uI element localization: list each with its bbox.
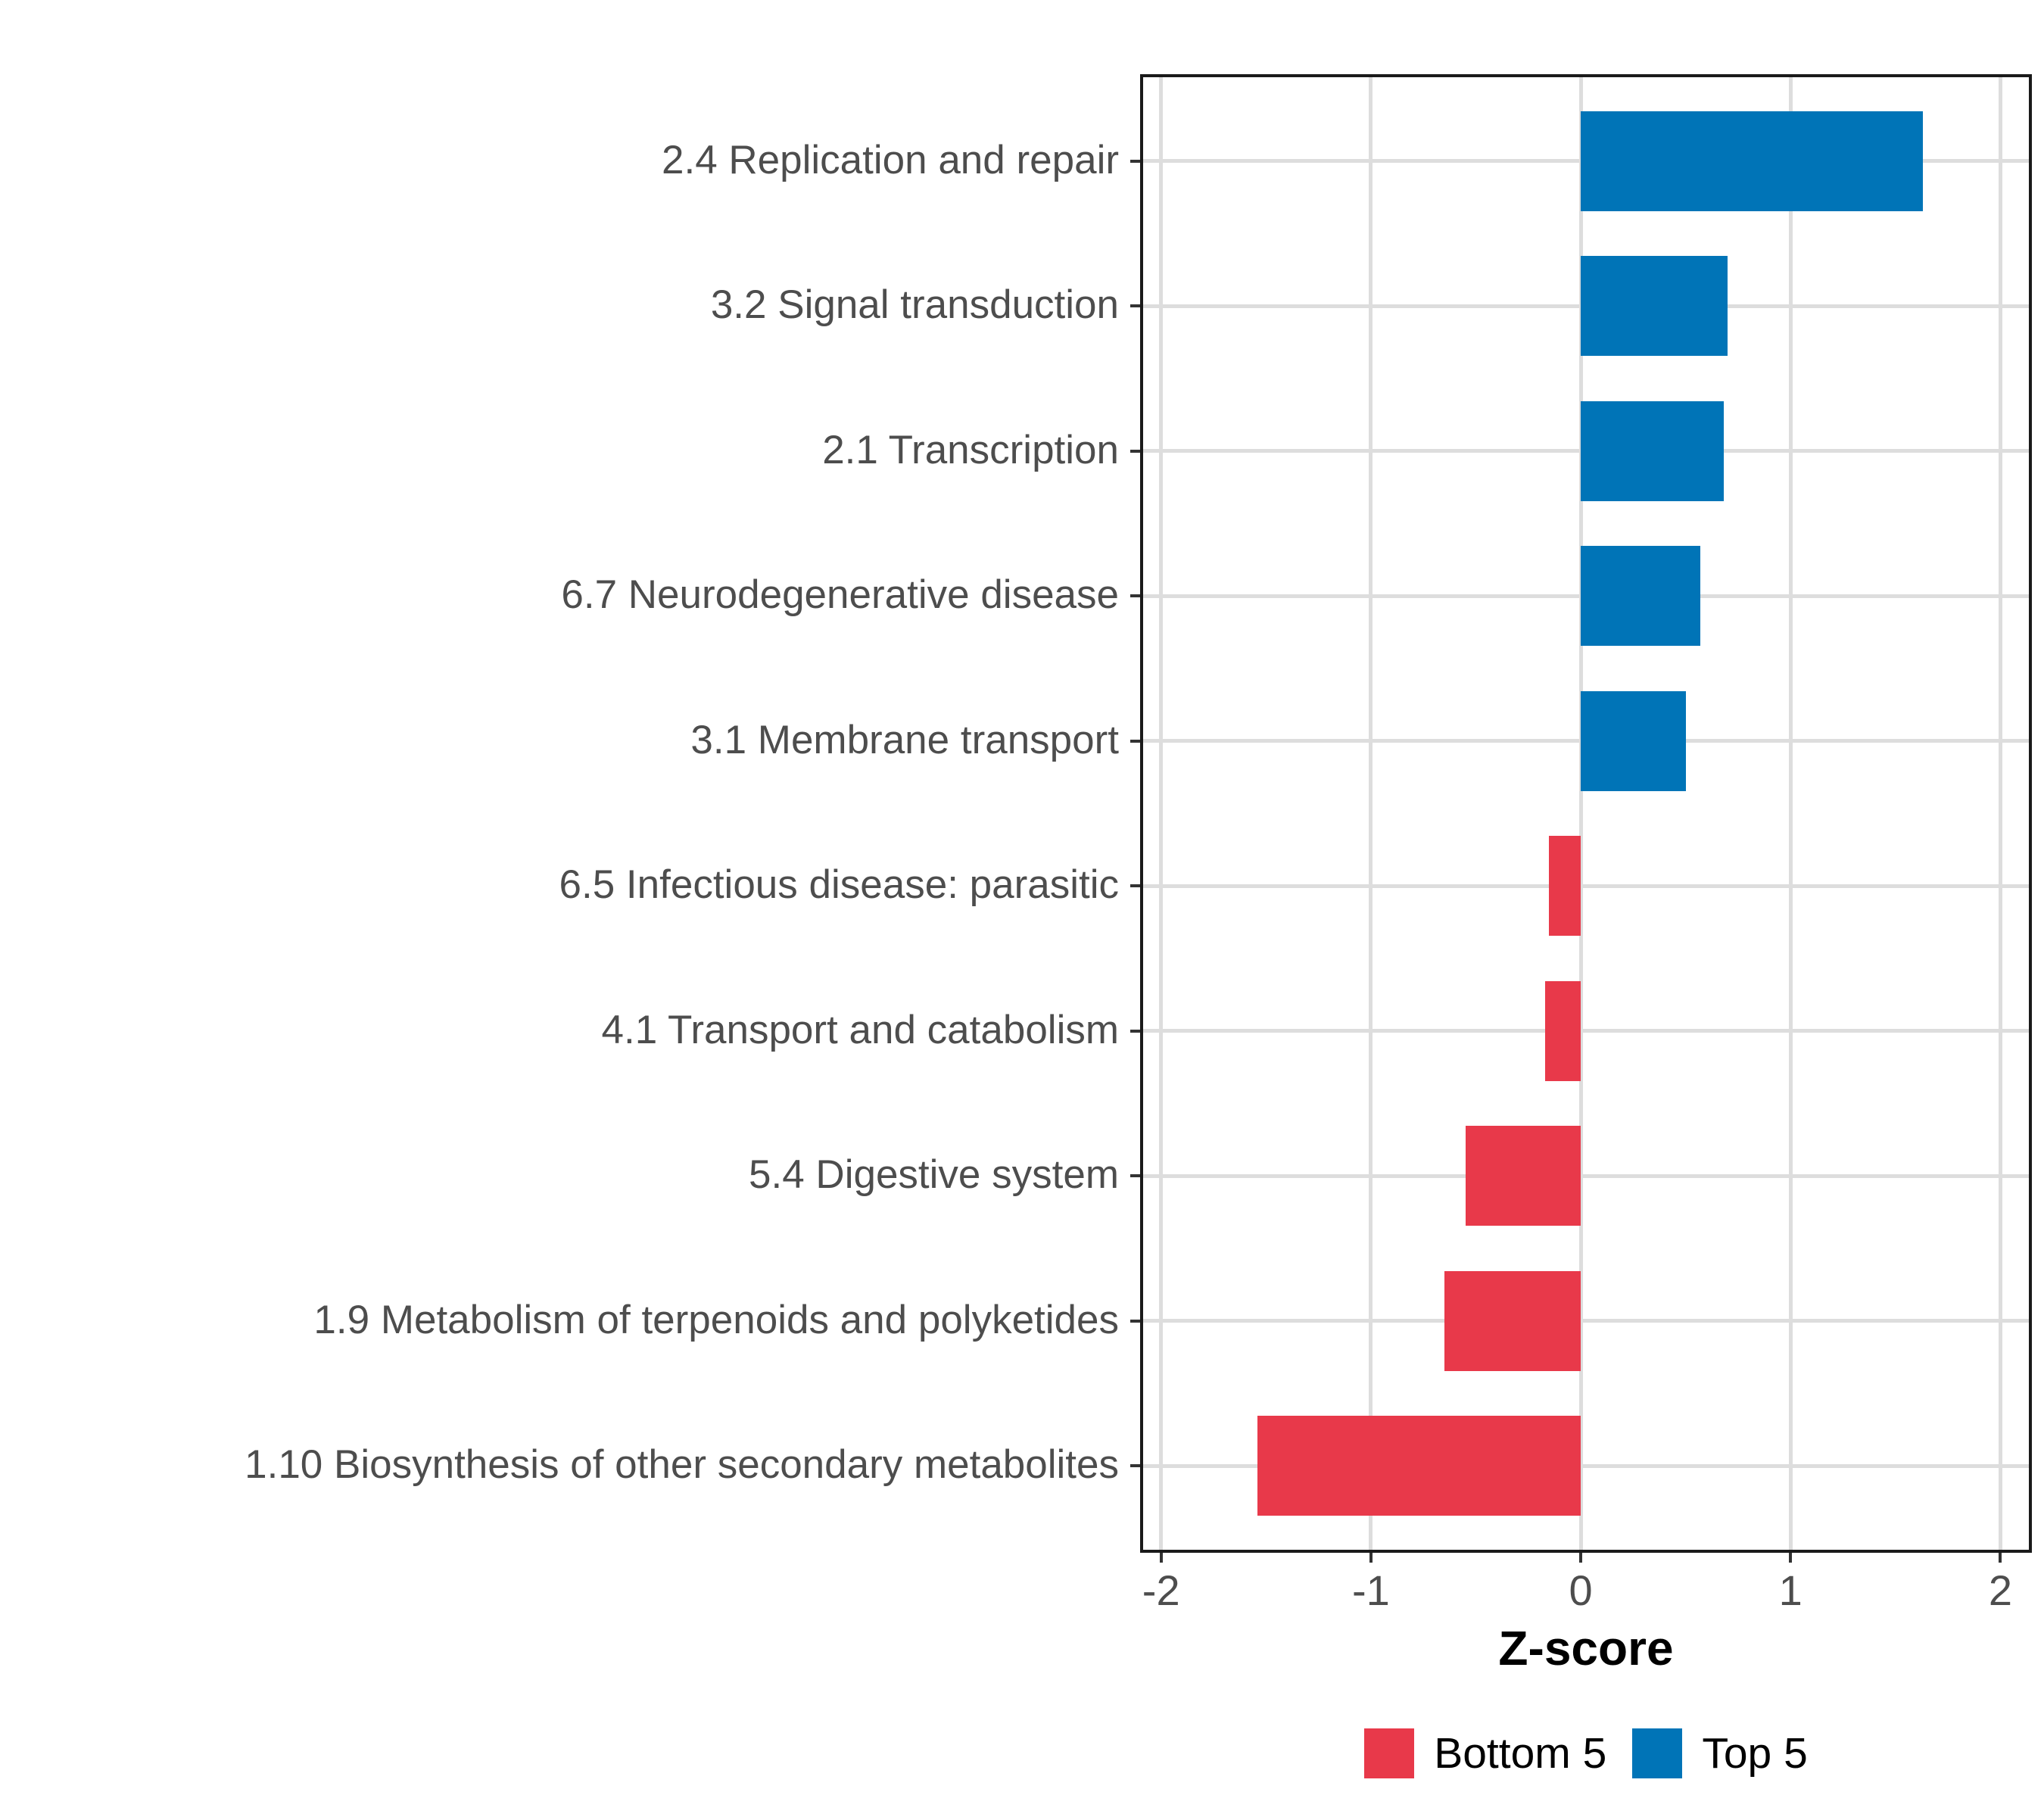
x-gridline [1578,74,1583,1553]
y-tick-mark [1130,884,1140,888]
bar [1581,111,1923,211]
x-gridline [1369,74,1373,1553]
x-tick-mark [1789,1553,1793,1563]
legend: Bottom 5 Top 5 [1140,1728,2032,1778]
y-axis-label: 1.9 Metabolism of terpenoids and polyket… [313,1297,1119,1342]
x-tick-mark [1999,1553,2002,1563]
y-axis-label: 6.7 Neurodegenerative disease [561,572,1119,618]
y-axis-label: 2.4 Replication and repair [662,137,1119,182]
x-tick-label: 2 [1988,1566,2012,1614]
y-gridline [1140,1029,2032,1033]
legend-item-bottom5: Bottom 5 [1364,1728,1606,1778]
y-axis-label: 5.4 Digestive system [749,1152,1119,1198]
legend-item-top5: Top 5 [1632,1728,1808,1778]
y-tick-mark [1130,1029,1140,1033]
x-tick-label: -1 [1351,1566,1390,1614]
y-tick-mark [1130,594,1140,598]
bar [1257,1416,1581,1516]
y-gridline [1140,1319,2032,1323]
legend-label-bottom5: Bottom 5 [1434,1728,1607,1778]
y-axis-label: 6.5 Infectious disease: parasitic [559,862,1119,908]
x-tick-mark [1369,1553,1373,1563]
y-gridline [1140,1463,2032,1468]
plot-panel [1140,74,2032,1553]
x-tick-label: 1 [1778,1566,1803,1614]
y-gridline [1140,1173,2032,1178]
bar [1549,836,1581,937]
bar [1581,546,1701,647]
x-gridline [1159,74,1164,1553]
x-axis-title: Z-score [1498,1621,1674,1675]
y-axis-label: 1.10 Biosynthesis of other secondary met… [245,1442,1119,1488]
y-tick-mark [1130,1174,1140,1178]
legend-swatch-top5 [1632,1728,1683,1778]
x-gridline [1788,74,1793,1553]
x-tick-mark [1579,1553,1583,1563]
x-tick-label: 0 [1569,1566,1593,1614]
y-axis-label: 3.1 Membrane transport [690,717,1119,762]
x-tick-label: -2 [1142,1566,1180,1614]
bar [1581,256,1728,357]
legend-swatch-bottom5 [1364,1728,1415,1778]
bar [1544,980,1581,1081]
y-tick-mark [1130,739,1140,743]
y-axis-label: 4.1 Transport and catabolism [601,1007,1120,1052]
bar [1444,1270,1581,1371]
bar [1581,690,1686,791]
bar [1581,400,1724,501]
bar [1465,1126,1581,1226]
x-gridline [1998,74,2002,1553]
y-axis-label: 3.2 Signal transduction [710,282,1119,328]
y-tick-mark [1130,1464,1140,1468]
x-tick-mark [1159,1553,1163,1563]
y-tick-mark [1130,449,1140,453]
y-gridline [1140,884,2032,888]
y-tick-mark [1130,304,1140,308]
legend-label-top5: Top 5 [1702,1728,1808,1778]
y-tick-mark [1130,159,1140,163]
y-axis-label: 2.1 Transcription [822,427,1119,472]
y-tick-mark [1130,1319,1140,1323]
